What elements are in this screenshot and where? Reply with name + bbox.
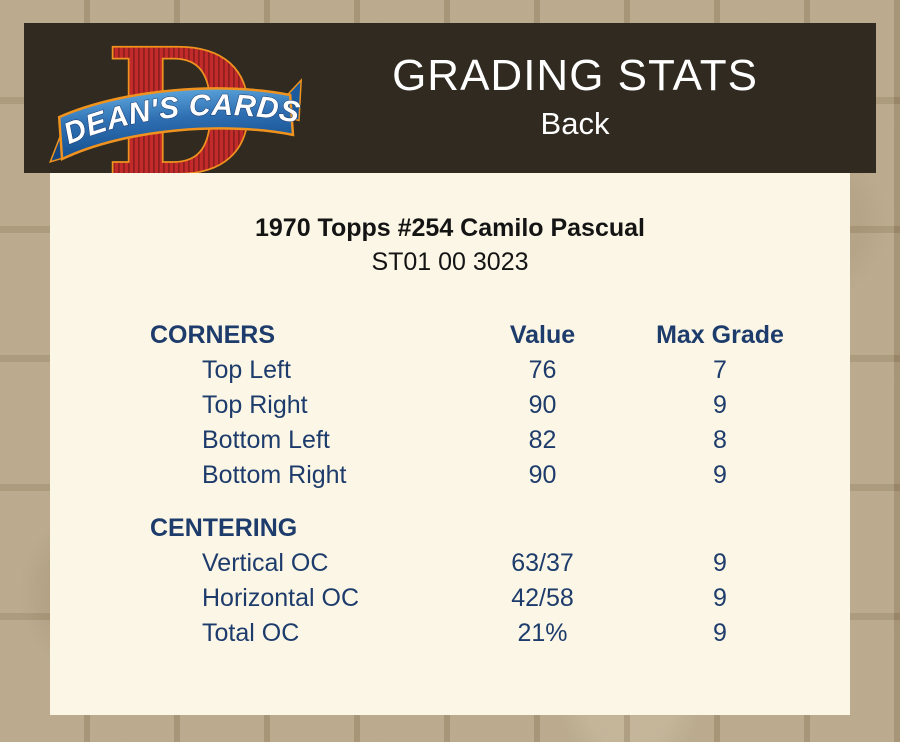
card-serial-number: ST01 00 3023 xyxy=(371,248,529,276)
column-header-max-grade: Max Grade xyxy=(656,321,784,349)
header-title-block: GRADING STATS Back xyxy=(24,23,876,173)
row-value: 42/58 xyxy=(511,584,574,612)
card-side-label: Back xyxy=(540,106,610,141)
table-row-top-left: Top Left 76 7 xyxy=(50,353,850,388)
row-value: 82 xyxy=(528,426,557,454)
row-max-grade: 9 xyxy=(713,549,727,577)
grading-stats-panel: 1970 Topps #254 Camilo Pascual ST01 00 3… xyxy=(50,173,850,715)
deans-cards-logo-graphic: D DEAN'S CARDS xyxy=(49,33,306,185)
page-title: GRADING STATS xyxy=(392,51,758,100)
table-row-bottom-left: Bottom Left 82 8 xyxy=(50,423,850,458)
grading-stats-table: CORNERS Value Max Grade Top Left 76 7 To… xyxy=(50,318,850,651)
row-value: 63/37 xyxy=(511,549,574,577)
table-row-vertical-oc: Vertical OC 63/37 9 xyxy=(50,546,850,581)
row-value: 76 xyxy=(528,356,557,384)
row-label: Bottom Left xyxy=(202,426,330,454)
table-row-top-right: Top Right 90 9 xyxy=(50,388,850,423)
column-header-value: Value xyxy=(509,321,576,349)
row-value: 90 xyxy=(528,391,557,419)
section-title-centering: CENTERING xyxy=(150,514,298,542)
row-label: Top Right xyxy=(202,391,308,419)
row-label: Total OC xyxy=(202,619,300,647)
table-row-horizontal-oc: Horizontal OC 42/58 9 xyxy=(50,581,850,616)
section-header-row-centering: CENTERING xyxy=(50,511,850,546)
header-banner: D DEAN'S CARDS GRADING STATS Back xyxy=(24,23,876,185)
row-value: 21% xyxy=(517,619,568,647)
table-header-row: CORNERS Value Max Grade xyxy=(50,318,850,353)
row-max-grade: 9 xyxy=(713,619,727,647)
row-max-grade: 9 xyxy=(713,391,727,419)
table-row-total-oc: Total OC 21% 9 xyxy=(50,616,850,651)
row-max-grade: 9 xyxy=(713,584,727,612)
row-max-grade: 8 xyxy=(713,426,727,454)
row-value: 90 xyxy=(528,461,557,489)
row-label: Horizontal OC xyxy=(202,584,359,612)
row-label: Bottom Right xyxy=(202,461,347,489)
deans-cards-logo[interactable]: D DEAN'S CARDS xyxy=(46,33,308,185)
row-max-grade: 9 xyxy=(713,461,727,489)
row-label: Top Left xyxy=(202,356,291,384)
section-title-corners: CORNERS xyxy=(150,321,276,349)
card-title: 1970 Topps #254 Camilo Pascual xyxy=(254,214,645,242)
row-label: Vertical OC xyxy=(202,549,329,577)
row-max-grade: 7 xyxy=(713,356,727,384)
table-row-bottom-right: Bottom Right 90 9 xyxy=(50,458,850,493)
